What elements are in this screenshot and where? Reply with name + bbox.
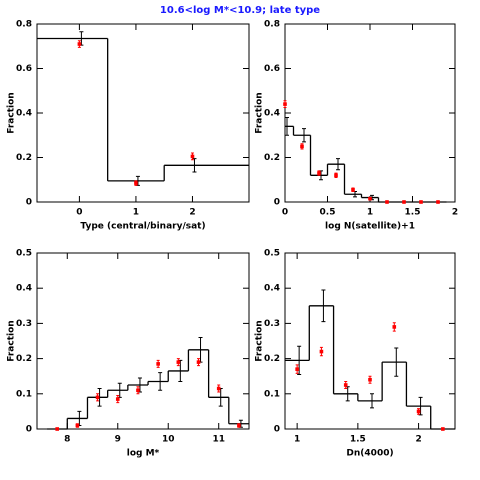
data-point — [343, 383, 348, 387]
data-point — [134, 181, 138, 185]
data-point — [190, 154, 195, 159]
hist-error-bar — [336, 158, 340, 171]
x-tick-label: 2 — [415, 435, 421, 445]
data-point — [351, 187, 355, 192]
x-tick-label: 11 — [212, 435, 225, 445]
hist-error-bar — [321, 289, 326, 323]
x-tick-label: 2 — [452, 208, 458, 218]
data-point — [196, 360, 201, 364]
data-point — [75, 423, 80, 428]
y-tick-label: 0.6 — [16, 64, 32, 74]
x-axis-label: log N(satellite)+1 — [325, 222, 415, 232]
data-point — [317, 171, 321, 175]
hist-error-bar — [192, 158, 197, 173]
data-point — [368, 377, 372, 382]
x-tick-label: 2 — [189, 208, 195, 218]
y-axis-label: Fraction — [7, 320, 17, 361]
data-point — [77, 42, 82, 46]
y-tick-label: 0.2 — [264, 153, 280, 163]
data-point — [319, 349, 324, 354]
data-point — [368, 196, 372, 201]
x-axis-label: Dn(4000) — [346, 449, 393, 459]
x-tick-label: 8 — [64, 435, 70, 445]
data-point — [436, 200, 440, 204]
x-tick-label: 0 — [76, 208, 82, 218]
data-point — [115, 397, 120, 401]
y-tick-label: 0.3 — [264, 319, 280, 329]
hist-error-bar — [97, 388, 102, 407]
x-tick-label: 1.5 — [405, 208, 421, 218]
y-tick-label: 0.6 — [264, 64, 280, 74]
y-tick-label: 0 — [26, 198, 32, 208]
figure-title: 10.6<log M*<10.9; late type — [160, 5, 320, 16]
x-axis-label: log M* — [127, 449, 160, 459]
hist-error-bar — [418, 396, 423, 416]
plot-frame — [36, 252, 250, 430]
y-tick-label: 0.3 — [16, 319, 32, 329]
data-point — [176, 360, 181, 364]
hist-error-bar — [302, 128, 306, 143]
data-point — [334, 173, 338, 178]
data-point — [55, 427, 59, 431]
y-tick-label: 0.1 — [16, 389, 32, 399]
data-point — [419, 200, 423, 204]
y-tick-label: 0.5 — [264, 249, 280, 259]
y-tick-label: 0.4 — [264, 284, 280, 294]
data-point — [237, 423, 241, 428]
data-point — [300, 144, 304, 149]
hist-error-bar — [158, 372, 163, 391]
data-point — [416, 409, 421, 414]
data-point — [441, 427, 445, 431]
data-point — [95, 395, 100, 400]
data-point — [402, 200, 406, 204]
y-tick-label: 0.4 — [264, 109, 280, 119]
y-tick-label: 0.4 — [16, 284, 32, 294]
hist-error-bar — [297, 345, 302, 375]
x-tick-label: 10 — [162, 435, 175, 445]
x-tick-label: 1 — [133, 208, 139, 218]
y-tick-label: 0.8 — [16, 20, 32, 30]
x-tick-label: 1 — [367, 208, 373, 218]
data-point — [216, 386, 221, 391]
plot-frame — [284, 252, 456, 430]
hist-error-bar — [394, 347, 399, 377]
x-tick-label: 9 — [115, 435, 121, 445]
y-tick-label: 0.2 — [16, 354, 32, 364]
x-tick-label: 0 — [282, 208, 288, 218]
data-point — [283, 102, 287, 106]
hist-error-bar — [370, 393, 374, 409]
plot-frame — [36, 23, 250, 203]
y-tick-label: 0 — [274, 425, 280, 435]
y-tick-label: 0.2 — [264, 354, 280, 364]
x-tick-label: 0.5 — [320, 208, 336, 218]
y-tick-label: 0.1 — [264, 389, 280, 399]
data-point — [392, 325, 397, 329]
data-point — [385, 200, 389, 204]
y-axis-label: Fraction — [7, 92, 17, 133]
y-tick-label: 0.4 — [16, 109, 32, 119]
data-point — [295, 367, 299, 371]
x-axis-label: Type (central/binary/sat) — [80, 222, 205, 232]
x-tick-label: 1.5 — [350, 435, 366, 445]
y-tick-label: 0.2 — [16, 153, 32, 163]
data-point — [156, 362, 160, 366]
hist-error-bar — [285, 116, 289, 136]
y-tick-label: 0 — [26, 425, 32, 435]
x-tick-label: 1 — [294, 435, 300, 445]
data-point — [136, 388, 140, 393]
y-axis-label: Fraction — [255, 92, 265, 133]
y-tick-label: 0.5 — [16, 249, 32, 259]
y-axis-label: Fraction — [255, 320, 265, 361]
y-tick-label: 0.8 — [264, 20, 280, 30]
y-tick-label: 0 — [274, 198, 280, 208]
